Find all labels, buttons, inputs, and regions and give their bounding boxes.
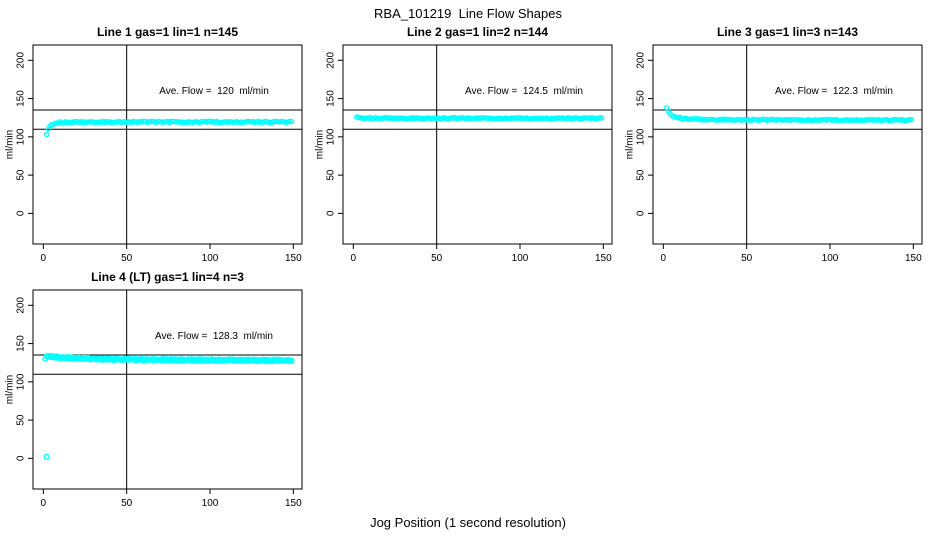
ave-flow-annotation: Ave. Flow = 128.3 ml/min: [155, 331, 273, 342]
y-tick-label: 150: [16, 90, 27, 107]
x-tick-label: 50: [121, 498, 133, 509]
axes: 0 50 100 150 0 50 100 150 200: [326, 44, 613, 264]
y-tick-label: 200: [326, 52, 337, 69]
x-axis-label: Jog Position (1 second resolution): [370, 515, 566, 530]
plot1-title: Line 1 gas=1 lin=1 n=145: [96, 25, 239, 39]
y-tick-label: 50: [16, 414, 27, 426]
y-tick-label: 0: [636, 210, 647, 216]
x-tick-label: 150: [285, 498, 302, 509]
y-tick-label: 200: [636, 52, 647, 69]
x-tick-label: 100: [822, 253, 839, 264]
y-axis-label: ml/min: [315, 130, 326, 159]
plot2-canvas: 0 50 100 150 0 50 100 150 200 ml/min Ave. Flow = 1…: [315, 44, 613, 264]
y-tick-label: 100: [16, 373, 27, 390]
axes: 0 50 100 150 0 50 100 150 200: [636, 44, 923, 264]
plot4-title: Line 4 (LT) gas=1 lin=4 n=3: [91, 270, 244, 284]
reference-lines: [33, 45, 302, 244]
y-axis-label: ml/min: [5, 130, 16, 159]
axes: 0 50 100 150 0 50 100 150 200: [16, 289, 303, 509]
axes: 0 50 100 150 0 50 100 150 200: [16, 44, 303, 264]
y-axis-label: ml/min: [5, 375, 16, 404]
x-tick-label: 0: [41, 498, 47, 509]
reference-lines: [653, 45, 922, 244]
x-tick-label: 100: [512, 253, 529, 264]
y-tick-label: 100: [636, 128, 647, 145]
y-tick-label: 100: [326, 128, 337, 145]
plot4-canvas: 0 50 100 150 0 50 100 150 200 ml/min Ave. Flow = 1…: [5, 289, 303, 509]
y-tick-label: 0: [16, 455, 27, 461]
data-points: [42, 352, 295, 460]
x-tick-label: 150: [905, 253, 922, 264]
x-tick-label: 0: [41, 253, 47, 264]
reference-lines: [33, 290, 302, 489]
y-tick-label: 50: [16, 169, 27, 181]
plot1-canvas: 0 50 100 150 0 50 100 150 200 ml/min Ave. Flow = 1…: [5, 44, 303, 264]
y-tick-label: 150: [16, 335, 27, 352]
ave-flow-annotation: Ave. Flow = 120 ml/min: [159, 86, 269, 97]
y-tick-label: 150: [636, 90, 647, 107]
plot3-canvas: 0 50 100 150 0 50 100 150 200 ml/min Ave. Flow = 1…: [625, 44, 923, 264]
plot3-title: Line 3 gas=1 lin=3 n=143: [716, 25, 859, 39]
y-tick-label: 100: [16, 128, 27, 145]
y-tick-label: 200: [16, 297, 27, 314]
x-tick-label: 100: [202, 498, 219, 509]
x-tick-label: 0: [351, 253, 357, 264]
ave-flow-annotation: Ave. Flow = 124.5 ml/min: [465, 86, 583, 97]
x-tick-label: 150: [595, 253, 612, 264]
y-tick-label: 0: [16, 210, 27, 216]
x-tick-label: 100: [202, 253, 219, 264]
data-points: [663, 105, 915, 124]
x-tick-label: 50: [121, 253, 133, 264]
data-points: [353, 114, 605, 122]
figure-title: RBA_101219 Line Flow Shapes: [374, 6, 562, 21]
x-tick-label: 50: [431, 253, 443, 264]
data-points: [43, 118, 295, 138]
y-tick-label: 150: [326, 90, 337, 107]
x-tick-label: 50: [741, 253, 753, 264]
y-tick-label: 50: [326, 169, 337, 181]
y-tick-label: 0: [326, 210, 337, 216]
x-tick-label: 150: [285, 253, 302, 264]
ave-flow-annotation: Ave. Flow = 122.3 ml/min: [775, 86, 893, 97]
y-axis-label: ml/min: [625, 130, 636, 159]
plot2-title: Line 2 gas=1 lin=2 n=144: [406, 25, 549, 39]
x-tick-label: 0: [661, 253, 667, 264]
reference-lines: [343, 45, 612, 244]
outlier-point: [43, 453, 50, 460]
y-tick-label: 200: [16, 52, 27, 69]
y-tick-label: 50: [636, 169, 647, 181]
